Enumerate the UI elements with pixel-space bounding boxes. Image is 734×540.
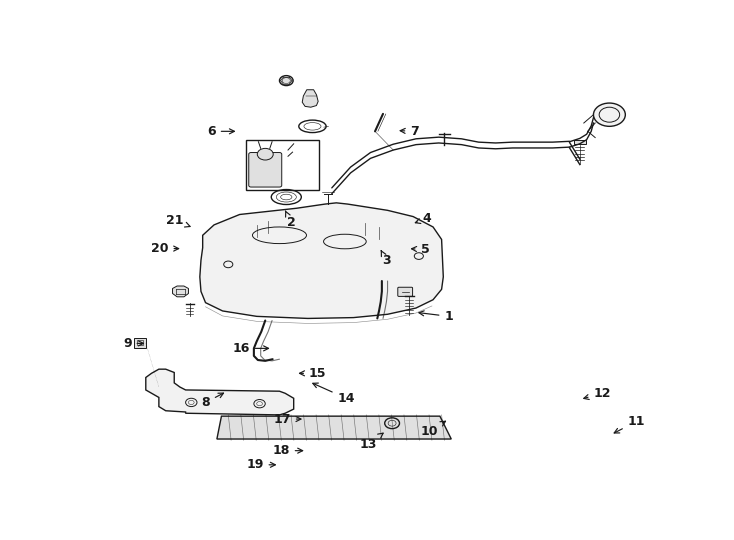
Text: 7: 7 (400, 125, 419, 138)
Text: 8: 8 (201, 393, 224, 409)
Text: 4: 4 (415, 212, 432, 225)
Text: 2: 2 (286, 211, 295, 230)
Polygon shape (146, 369, 294, 415)
Text: 18: 18 (272, 444, 302, 457)
Text: 17: 17 (273, 413, 301, 426)
Text: 16: 16 (233, 342, 269, 355)
Polygon shape (172, 286, 189, 297)
Text: 5: 5 (412, 243, 429, 256)
Text: 12: 12 (584, 387, 611, 400)
Text: 13: 13 (360, 433, 383, 450)
Text: 15: 15 (299, 367, 327, 380)
Text: 20: 20 (151, 242, 178, 255)
Text: 11: 11 (614, 415, 645, 433)
Text: 14: 14 (313, 383, 355, 405)
Text: 19: 19 (246, 458, 275, 471)
Circle shape (280, 76, 293, 86)
Polygon shape (134, 339, 146, 348)
Bar (247, 140, 319, 190)
Bar (574, 140, 586, 144)
Circle shape (258, 148, 273, 160)
FancyBboxPatch shape (398, 287, 413, 296)
Text: 21: 21 (167, 214, 190, 227)
Polygon shape (302, 90, 318, 107)
Circle shape (594, 103, 625, 126)
Text: 9: 9 (123, 337, 143, 350)
FancyBboxPatch shape (249, 152, 282, 187)
Text: 6: 6 (207, 125, 234, 138)
Polygon shape (217, 416, 451, 439)
Text: 10: 10 (420, 421, 446, 438)
Text: 1: 1 (419, 310, 453, 323)
PathPatch shape (200, 203, 443, 319)
Text: 3: 3 (381, 251, 390, 267)
